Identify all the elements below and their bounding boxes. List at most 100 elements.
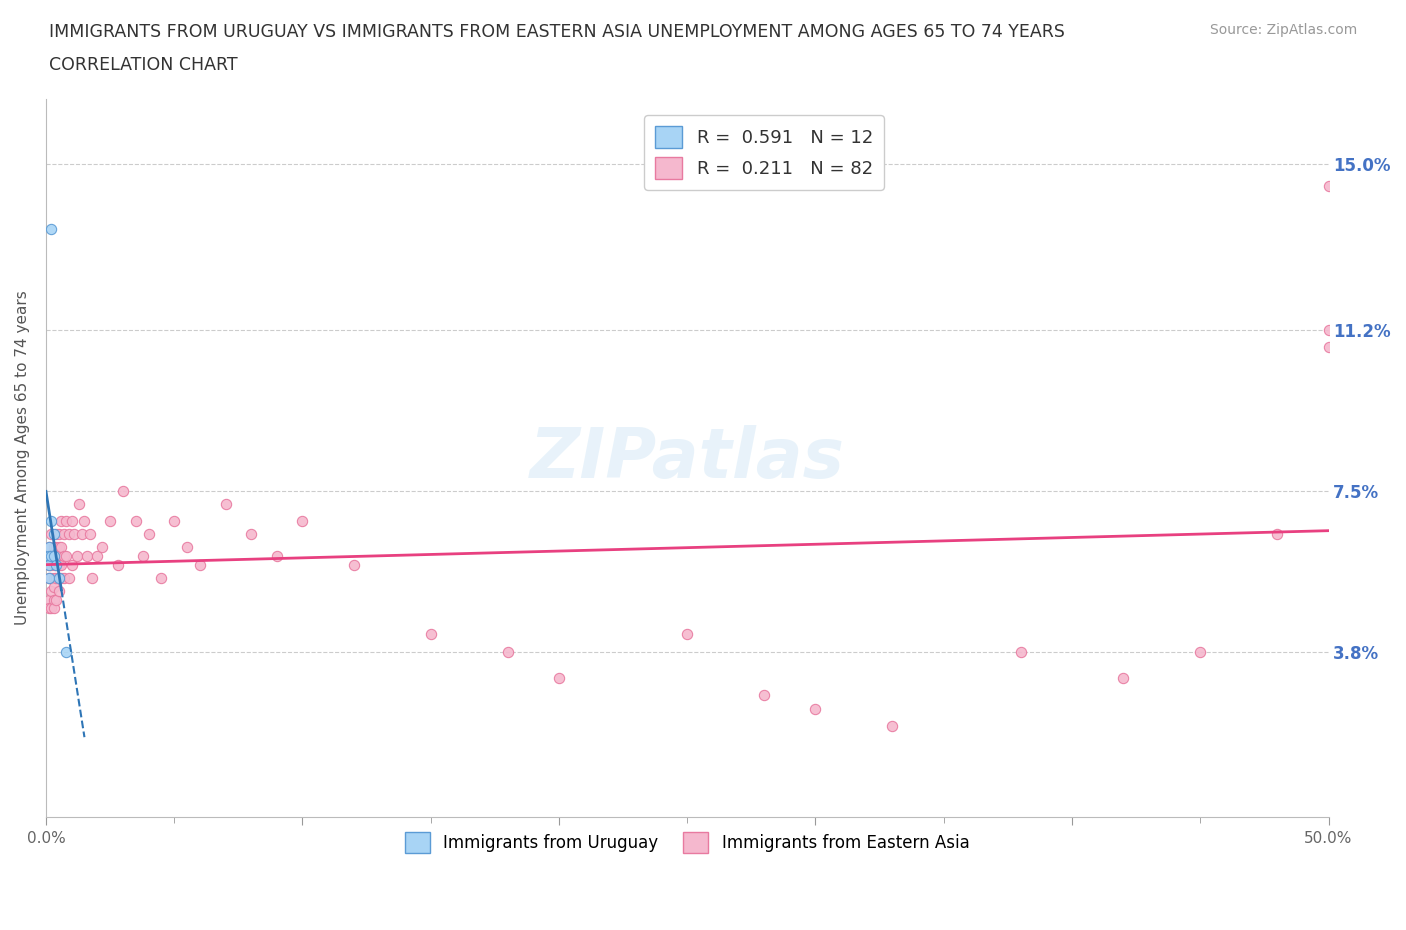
Point [38, 570, 60, 585]
Point [45, 557, 67, 572]
Point [496, 644, 519, 659]
Point [1265, 526, 1288, 541]
Point [214, 497, 236, 512]
Point [1317, 179, 1340, 193]
Point [39, 549, 62, 564]
Point [1189, 644, 1212, 659]
Point [38, 557, 60, 572]
Point [42, 570, 65, 585]
Point [48, 549, 70, 564]
Point [1317, 322, 1340, 337]
Point [343, 557, 366, 572]
Text: Source: ZipAtlas.com: Source: ZipAtlas.com [1209, 23, 1357, 37]
Point [52, 526, 75, 541]
Point [55, 513, 77, 528]
Point [42, 592, 65, 607]
Point [42, 549, 65, 564]
Point [754, 688, 776, 703]
Point [51, 570, 73, 585]
Point [45, 592, 67, 607]
Point [86, 549, 108, 564]
Point [138, 526, 160, 541]
Point [419, 627, 441, 642]
Point [38, 540, 60, 555]
Point [66, 549, 89, 564]
Point [48, 570, 70, 585]
Point [42, 549, 65, 564]
Point [188, 557, 211, 572]
Point [176, 540, 198, 555]
Point [51, 540, 73, 555]
Point [39, 526, 62, 541]
Point [107, 557, 129, 572]
Text: CORRELATION CHART: CORRELATION CHART [49, 56, 238, 73]
Point [70, 526, 93, 541]
Point [38, 540, 60, 555]
Point [38, 549, 60, 564]
Point [79, 526, 101, 541]
Point [39, 557, 62, 572]
Point [676, 627, 699, 642]
Point [39, 513, 62, 528]
Point [163, 513, 186, 528]
Point [98, 513, 121, 528]
Point [45, 549, 67, 564]
Point [804, 701, 827, 716]
Point [1010, 644, 1032, 659]
Point [45, 557, 67, 572]
Point [38, 592, 60, 607]
Point [38, 557, 60, 572]
Point [67, 497, 90, 512]
Point [52, 570, 75, 585]
Point [76, 549, 98, 564]
Point [48, 570, 70, 585]
Point [1112, 671, 1135, 685]
Text: ZIPatlas: ZIPatlas [530, 425, 845, 492]
Point [42, 601, 65, 616]
Point [42, 579, 65, 594]
Point [55, 644, 77, 659]
Point [125, 513, 148, 528]
Point [45, 570, 67, 585]
Point [45, 526, 67, 541]
Y-axis label: Unemployment Among Ages 65 to 74 years: Unemployment Among Ages 65 to 74 years [15, 291, 30, 626]
Point [240, 526, 263, 541]
Point [91, 540, 114, 555]
Point [48, 557, 70, 572]
Point [291, 513, 314, 528]
Point [111, 484, 134, 498]
Point [42, 540, 65, 555]
Point [60, 557, 83, 572]
Point [45, 540, 67, 555]
Point [73, 513, 96, 528]
Point [266, 549, 288, 564]
Point [48, 583, 70, 598]
Point [58, 570, 80, 585]
Point [39, 583, 62, 598]
Point [38, 601, 60, 616]
Point [51, 513, 73, 528]
Point [150, 570, 173, 585]
Point [52, 549, 75, 564]
Point [55, 549, 77, 564]
Point [39, 222, 62, 237]
Point [39, 549, 62, 564]
Legend: Immigrants from Uruguay, Immigrants from Eastern Asia: Immigrants from Uruguay, Immigrants from… [398, 826, 976, 859]
Point [82, 570, 104, 585]
Point [51, 557, 73, 572]
Point [48, 540, 70, 555]
Point [39, 601, 62, 616]
Point [58, 526, 80, 541]
Text: IMMIGRANTS FROM URUGUAY VS IMMIGRANTS FROM EASTERN ASIA UNEMPLOYMENT AMONG AGES : IMMIGRANTS FROM URUGUAY VS IMMIGRANTS FR… [49, 23, 1066, 41]
Point [882, 719, 904, 734]
Point [38, 570, 60, 585]
Point [132, 549, 155, 564]
Point [60, 513, 83, 528]
Point [63, 526, 86, 541]
Point [42, 526, 65, 541]
Point [39, 570, 62, 585]
Point [548, 671, 571, 685]
Point [48, 526, 70, 541]
Point [42, 557, 65, 572]
Point [1317, 339, 1340, 354]
